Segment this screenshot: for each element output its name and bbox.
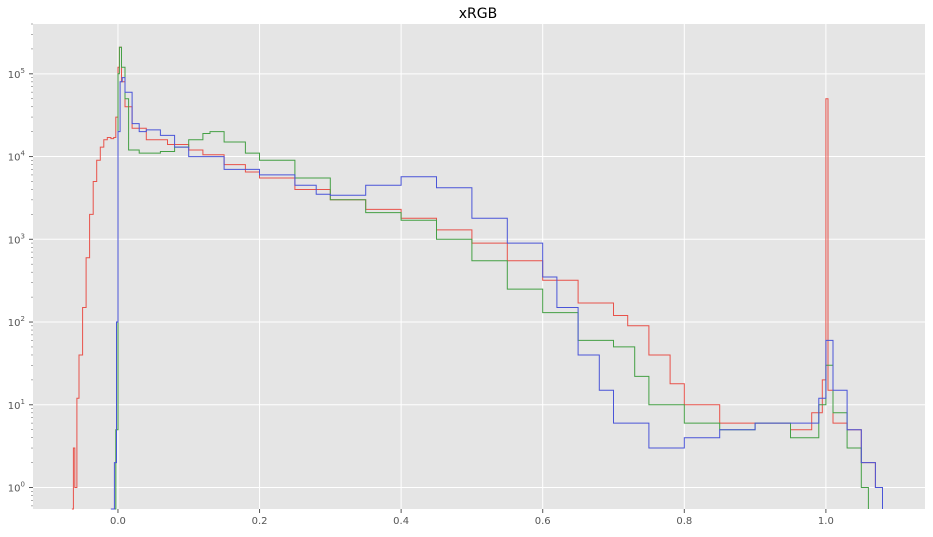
y-tick-label: 100 (8, 481, 25, 495)
x-tick-label: 0.8 (676, 516, 692, 527)
y-tick-label: 102 (8, 315, 25, 329)
y-tick-label: 105 (8, 67, 25, 81)
x-tick-label: 0.0 (110, 516, 126, 527)
y-tick-label: 101 (8, 398, 25, 412)
y-tick-label: 103 (8, 232, 25, 246)
x-axis-ticks: 0.0 0.2 0.4 0.6 0.8 1.0 (110, 509, 834, 527)
histogram-series-0 (71, 46, 883, 510)
histogram-series-1 (110, 46, 869, 510)
x-tick-label: 0.4 (393, 516, 409, 527)
series-group (71, 46, 883, 510)
x-tick-label: 0.2 (252, 516, 268, 527)
plot-background (33, 24, 925, 509)
x-tick-label: 0.6 (535, 516, 551, 527)
chart-title: xRGB (459, 6, 497, 22)
x-tick-label: 1.0 (818, 516, 834, 527)
y-minor-ticks (31, 23, 33, 507)
y-axis-ticks: 100 101 102 103 104 105 (8, 67, 33, 495)
y-tick-label: 104 (8, 150, 26, 164)
histogram-series-2 (110, 77, 883, 510)
